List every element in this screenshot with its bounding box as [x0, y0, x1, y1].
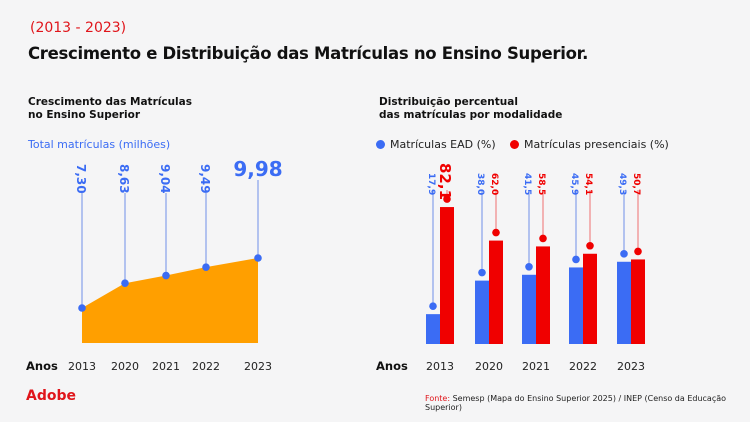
x-tick-label: 2021 [152, 360, 180, 373]
area-fill [82, 258, 258, 343]
left-title-line: Crescimento das Matrículas [28, 96, 192, 108]
right-title-line: das matrículas por modalidade [379, 109, 563, 121]
period-label: (2013 - 2023) [30, 20, 127, 36]
data-point [586, 241, 594, 250]
value-label: 7,30 [74, 164, 88, 194]
x-axis-label: Anos [26, 359, 58, 373]
data-point [525, 262, 533, 271]
value-label: 58,5 [536, 173, 546, 195]
x-tick-label: 2023 [244, 360, 272, 373]
data-point [478, 268, 486, 277]
data-point [492, 228, 500, 237]
x-tick-label: 2022 [569, 360, 597, 373]
data-point [162, 271, 170, 280]
data-point [634, 247, 642, 256]
x-tick-label: 2022 [192, 360, 220, 373]
legend-label: Matrículas presenciais (%) [524, 138, 669, 151]
x-tick-label: 2020 [475, 360, 503, 373]
x-tick-label: 2021 [522, 360, 550, 373]
bar-ead [475, 280, 489, 344]
data-point [539, 234, 547, 243]
legend-dot-red [510, 140, 519, 149]
right-chart-title: Distribuição percentual das matrículas p… [379, 96, 562, 122]
source-note: Fonte: Semesp (Mapa do Ensino Superior 2… [425, 394, 750, 412]
left-title-line: no Ensino Superior [28, 109, 141, 121]
bar-presencial [489, 240, 503, 344]
data-point [202, 263, 210, 271]
bar-presencial [583, 253, 597, 344]
bar-ead [522, 274, 536, 344]
adobe-logo: Adobe [26, 388, 76, 404]
x-tick-label: 2013 [426, 360, 454, 373]
bar-presencial [631, 259, 645, 344]
value-label: 9,04 [158, 164, 172, 194]
data-point [78, 304, 86, 312]
value-label: 49,3 [617, 173, 627, 195]
source-label: Fonte: [425, 394, 451, 403]
page-title: Crescimento e Distribuição das Matrícula… [28, 44, 589, 63]
data-point [572, 255, 580, 264]
data-point [121, 279, 129, 287]
value-label: 9,49 [198, 164, 212, 194]
x-tick-label: 2023 [617, 360, 645, 373]
legend-label: Matrículas EAD (%) [390, 138, 496, 151]
value-label: 45,9 [569, 173, 579, 195]
data-point [443, 195, 451, 203]
bar-ead [617, 261, 631, 344]
value-label: 8,63 [117, 164, 131, 194]
legend-presencial: Matrículas presenciais (%) [510, 138, 669, 151]
value-label: 54,1 [583, 173, 593, 195]
value-label: 17,9 [426, 173, 436, 195]
right-title-line: Distribuição percentual [379, 96, 518, 108]
value-label: 38,0 [475, 173, 485, 195]
x-tick-label: 2013 [68, 360, 96, 373]
source-text: Semesp (Mapa do Ensino Superior 2025) / … [425, 394, 727, 412]
left-chart-title: Crescimento das Matrículas no Ensino Sup… [28, 96, 192, 122]
data-point [620, 249, 628, 258]
series-label: Total matrículas (milhões) [28, 138, 171, 151]
bar-presencial [440, 207, 454, 344]
value-label: 41,5 [522, 173, 532, 195]
x-tick-label: 2020 [111, 360, 139, 373]
bar-presencial [536, 246, 550, 344]
value-label: 50,7 [631, 173, 641, 195]
data-point [254, 254, 262, 262]
value-label: 62,0 [489, 173, 499, 195]
bar-ead [426, 314, 440, 344]
bar-ead [569, 267, 583, 344]
x-axis-label: Anos [376, 359, 408, 373]
value-label: 9,98 [233, 157, 282, 181]
legend-dot-blue [376, 140, 385, 149]
value-label: 82,1 [436, 163, 454, 200]
data-point [429, 302, 437, 310]
legend-ead: Matrículas EAD (%) [376, 138, 496, 151]
